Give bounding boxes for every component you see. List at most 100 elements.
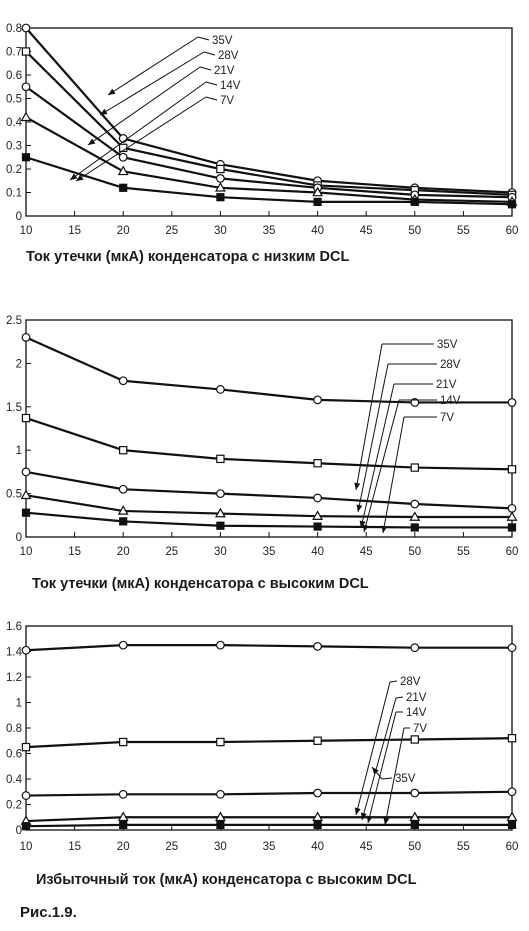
data-point (214, 811, 226, 822)
legend-arrow (357, 363, 389, 513)
legend-arrowhead (354, 482, 361, 490)
data-point (507, 734, 517, 743)
data-point (507, 465, 517, 474)
x-tick-label: 10 (20, 546, 33, 558)
data-point (507, 643, 517, 653)
legend-label: 7V (413, 723, 427, 735)
y-tick-label: 0.8 (6, 23, 22, 35)
data-point (20, 489, 32, 500)
data-point (215, 489, 225, 499)
legend-arrowhead (381, 525, 388, 533)
series-21V (21, 787, 517, 800)
data-point (409, 511, 421, 521)
data-point (216, 164, 225, 174)
data-point (117, 811, 129, 822)
data-point (118, 640, 128, 650)
series-line (25, 27, 513, 194)
series-35V (21, 332, 517, 407)
y-tick-label: 0.5 (6, 489, 22, 501)
series-7V (21, 153, 517, 209)
data-point (312, 811, 324, 822)
data-point (313, 642, 323, 651)
data-point (312, 510, 324, 520)
x-tick-label: 20 (117, 225, 130, 237)
legend-arrow (384, 727, 405, 826)
data-point (410, 499, 420, 509)
legend-arrow (361, 697, 397, 821)
legend-label: 14V (406, 707, 427, 719)
data-point (214, 507, 226, 518)
series-35V (21, 640, 517, 655)
y-tick-label: 0.4 (6, 774, 23, 786)
data-point (21, 47, 31, 56)
chart-title: Ток утечки (мкА) конденсатора с высоким … (32, 576, 369, 592)
data-point (119, 517, 128, 526)
y-tick-label: 0 (16, 532, 22, 544)
data-point (21, 82, 31, 92)
legend-label: 35V (437, 339, 458, 351)
y-tick-label: 1.5 (6, 402, 22, 414)
data-point (313, 459, 322, 468)
chart-title: Ток утечки (мкА) конденсатора с низким D… (26, 249, 350, 265)
series-line (25, 116, 513, 203)
legend-label: 28V (400, 676, 421, 688)
legend-arrowhead (70, 173, 78, 180)
legend-arrow (69, 81, 207, 181)
x-tick-label: 15 (68, 841, 81, 853)
legend-arrow (75, 96, 207, 182)
data-point (507, 820, 517, 830)
data-point (118, 789, 128, 799)
data-point (313, 395, 323, 405)
series-line (25, 737, 513, 749)
legend-arrow (99, 51, 205, 116)
data-point (117, 165, 129, 176)
legend-label: 21V (406, 692, 427, 704)
series-line (25, 417, 513, 471)
x-tick-label: 35 (263, 841, 276, 853)
data-point (410, 523, 419, 532)
data-point (21, 508, 31, 517)
data-point (507, 787, 517, 797)
y-tick-label: 1 (16, 445, 22, 457)
plot-frame (25, 625, 513, 831)
legend-arrowhead (108, 88, 116, 95)
legend-arrowhead (354, 807, 361, 815)
chart-low-dcl: 10 15 20 25 30 35 40 45 50 55 60 0 0.1 0.2 0.3 0.4 0.5 0.… (6, 23, 518, 237)
series-28V (21, 413, 517, 474)
series-28V (21, 47, 517, 200)
legend-arrowhead (356, 504, 363, 512)
data-point (507, 523, 517, 532)
data-point (313, 820, 322, 830)
legend-label: 28V (440, 359, 461, 371)
chart-panel-excess-current: 10 15 20 25 30 35 40 45 50 55 60 0 0.2 0.4 0.6 0.8 1 1.2 1… (0, 605, 529, 905)
data-point (506, 511, 518, 521)
data-point (118, 446, 128, 455)
data-point (119, 820, 128, 830)
y-tick-label: 1 (16, 698, 22, 710)
x-tick-label: 30 (214, 546, 227, 558)
data-point (409, 811, 421, 822)
data-point (21, 332, 31, 342)
data-point (20, 111, 32, 122)
y-tick-label: 1.4 (6, 647, 23, 659)
x-tick-label: 20 (117, 841, 130, 853)
x-tick-label: 45 (360, 841, 373, 853)
legend-arrowhead (100, 108, 108, 115)
x-tick-label: 40 (311, 546, 324, 558)
data-point (313, 736, 322, 745)
x-tick-label: 55 (457, 225, 470, 237)
y-tick-label: 0.8 (6, 723, 22, 735)
series-line (25, 336, 512, 404)
data-point (118, 737, 128, 747)
chart-excess-current: 10 15 20 25 30 35 40 45 50 55 60 0 0.2 0.4 0.6 0.8 1 1.2 1… (6, 621, 518, 853)
x-tick-label: 50 (408, 841, 421, 853)
x-tick-label: 10 (20, 841, 33, 853)
data-point (215, 173, 225, 183)
series-21V (21, 82, 517, 202)
data-point (216, 193, 225, 202)
data-point (216, 820, 225, 830)
data-point (410, 788, 420, 798)
legend-label: 35V (212, 35, 233, 47)
y-tick-label: 0.2 (6, 164, 22, 176)
